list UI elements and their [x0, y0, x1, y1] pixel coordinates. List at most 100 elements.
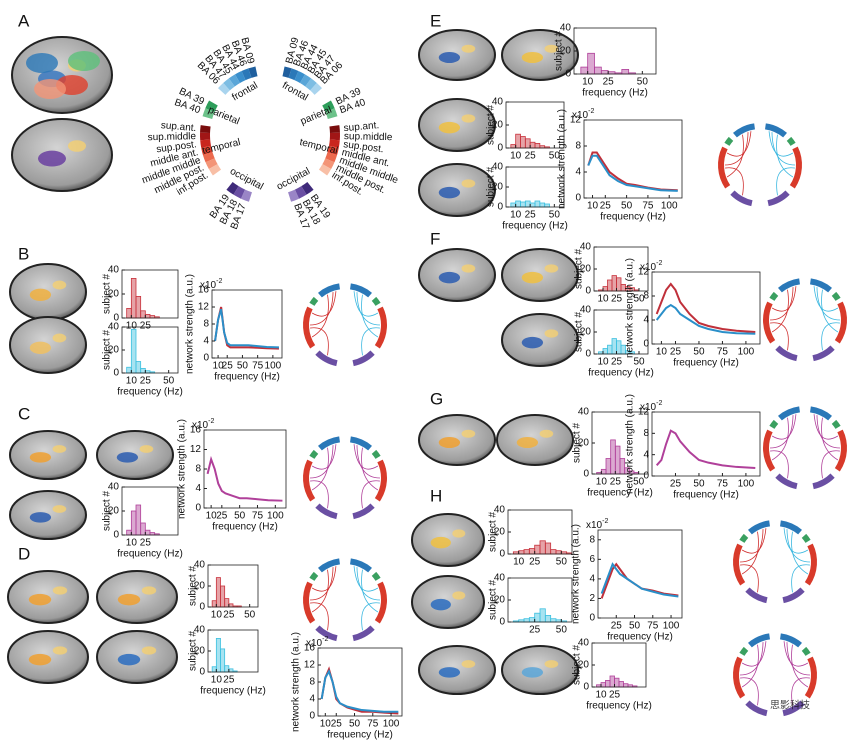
histogram-bar	[621, 69, 630, 75]
y-tick-label: 8	[195, 464, 201, 475]
x-tick-label: 75	[717, 479, 729, 490]
x-tick-label: 25	[611, 621, 623, 632]
y-tick-label: 20	[494, 527, 506, 538]
x-tick-label: 50	[693, 479, 705, 490]
atlas-segment	[241, 68, 252, 81]
x-tick-label: 10	[510, 151, 522, 162]
histogram-bar	[135, 361, 142, 374]
x-tick-label: 25	[603, 77, 615, 88]
x-tick-label: 10	[582, 77, 594, 88]
y-tick-label: 8	[309, 677, 315, 688]
x-tick-label: 10	[211, 675, 223, 686]
scale-label: x10-2	[200, 278, 222, 291]
x-tick-label: 10	[213, 361, 225, 372]
y-axis-label: network strength (a.u.)	[625, 394, 636, 494]
atlas-segment	[325, 152, 338, 163]
ring-segment	[782, 587, 805, 604]
scale-exponent: -2	[602, 518, 608, 525]
x-tick-label: 100	[265, 361, 282, 372]
ring-segment	[303, 459, 316, 502]
y-tick-label: 40	[194, 625, 206, 636]
ring-segment	[767, 190, 790, 207]
x-axis-label: frequency (Hz)	[586, 701, 652, 712]
histogram-bar	[220, 585, 226, 608]
x-tick-label: 50	[556, 557, 568, 568]
ring-segment	[374, 306, 388, 349]
y-axis-label: subject #	[572, 645, 583, 685]
plot-frame	[207, 629, 259, 673]
atlas-segment	[205, 158, 218, 170]
ring-segment	[371, 571, 381, 581]
activation	[29, 341, 52, 354]
atlas-segment	[325, 108, 338, 119]
y-tick-label: 0	[575, 193, 581, 204]
scale-exponent: -2	[322, 636, 328, 643]
x-tick-label: 50	[629, 621, 641, 632]
activation	[461, 264, 476, 273]
y-tick-label: 20	[580, 264, 592, 275]
histogram-bar	[144, 313, 151, 319]
line	[214, 308, 279, 349]
scale-exponent: -2	[656, 400, 662, 407]
activation	[52, 586, 68, 595]
x-tick-label: 10	[510, 210, 522, 221]
histogram-bar	[607, 344, 613, 355]
x-tick-label: 50	[237, 361, 249, 372]
y-tick-label: 20	[194, 581, 206, 592]
histogram-bar	[144, 529, 151, 536]
histogram-bar	[602, 286, 608, 292]
ring-segment	[739, 646, 749, 656]
plot-frame	[317, 647, 403, 717]
ring-segment	[315, 503, 338, 520]
atlas-segment	[300, 74, 312, 87]
y-tick-label: 12	[190, 444, 202, 455]
ring-segment	[782, 700, 805, 717]
x-tick-label: 50	[349, 719, 361, 730]
x-tick-label: 25	[140, 321, 152, 332]
activation	[438, 667, 461, 678]
y-tick-label: 8	[575, 141, 581, 152]
histogram-bar	[126, 307, 132, 319]
x-axis-label: frequency (Hz)	[607, 632, 673, 643]
x-tick-label: 10	[513, 557, 525, 568]
atlas-segment	[327, 145, 339, 156]
histogram-bar	[600, 70, 609, 75]
x-tick-label: 50	[234, 511, 246, 522]
histogram-bar	[135, 504, 142, 536]
connection	[741, 528, 767, 554]
histogram-bar	[607, 279, 613, 292]
atlas-group-label: parietal	[206, 105, 241, 128]
y-axis-label: subject #	[486, 167, 497, 207]
y-axis-label: subject #	[488, 512, 499, 552]
x-tick-label: 50	[163, 376, 175, 387]
atlas-segment	[288, 68, 299, 81]
histogram-bar	[529, 141, 536, 149]
histogram-bar	[544, 615, 552, 623]
histogram-bar	[215, 577, 221, 608]
histogram-bar	[515, 133, 521, 149]
ring-segment	[350, 436, 372, 451]
connection	[726, 131, 752, 157]
y-tick-label: 12	[198, 302, 210, 313]
x-tick-label: 50	[633, 294, 645, 305]
ring-segment	[801, 533, 811, 543]
ring-segment	[718, 146, 731, 189]
histogram-bar	[623, 683, 629, 688]
y-tick-label: 40	[494, 573, 506, 584]
scale-base: x10	[192, 420, 209, 431]
histogram-bar	[220, 648, 226, 673]
activation	[461, 179, 476, 188]
activation	[544, 660, 559, 668]
x-tick-label: 50	[549, 151, 561, 162]
x-tick-label: 50	[556, 625, 568, 636]
y-axis-label: subject #	[188, 566, 199, 606]
y-tick-label: 4	[203, 336, 209, 347]
ring-segment	[315, 625, 338, 642]
ring-segment	[318, 283, 340, 298]
y-tick-label: 20	[494, 595, 506, 606]
atlas-segment	[202, 108, 215, 119]
y-tick-label: 0	[583, 469, 589, 480]
histogram-bar	[544, 542, 552, 555]
histogram-bar	[534, 142, 541, 149]
